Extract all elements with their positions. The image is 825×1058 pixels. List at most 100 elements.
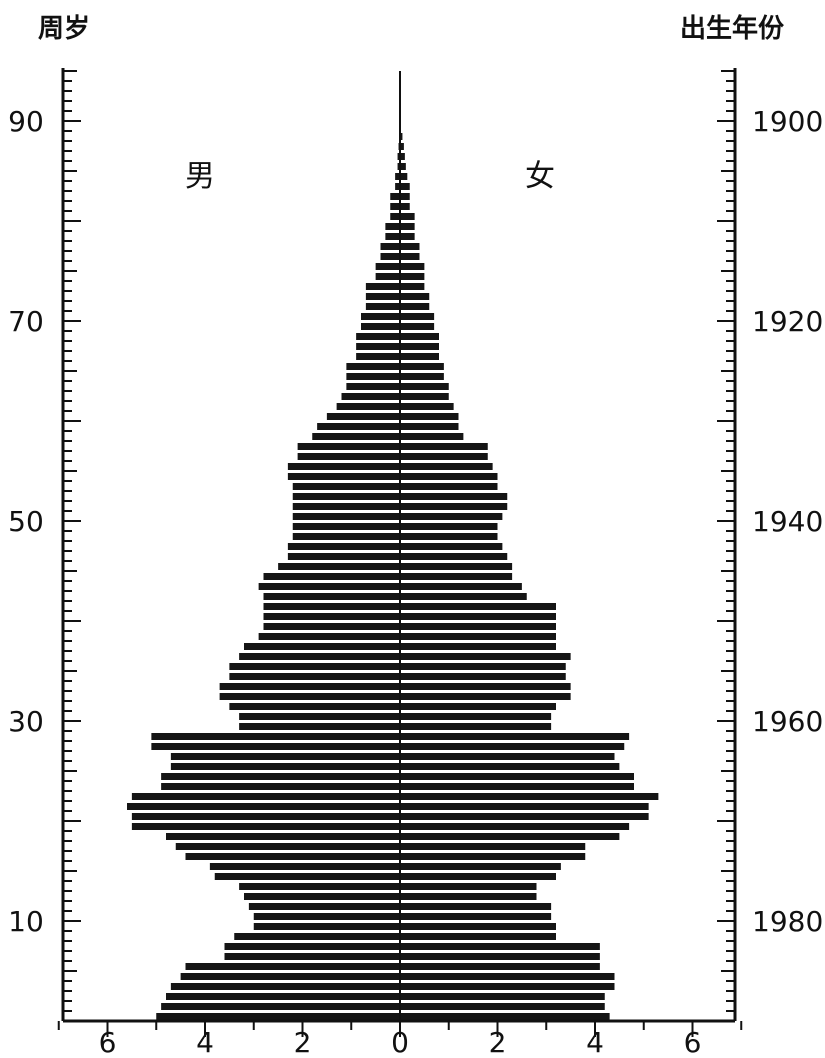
bar-male bbox=[161, 783, 400, 790]
bar-male bbox=[385, 233, 400, 240]
bar-male bbox=[395, 173, 400, 180]
bar-female bbox=[400, 223, 415, 230]
bar-female bbox=[400, 853, 586, 860]
bar-male bbox=[292, 483, 400, 490]
bar-male bbox=[239, 653, 400, 660]
bar-male bbox=[127, 803, 400, 810]
bar-male bbox=[244, 643, 400, 650]
male-label: 男 bbox=[185, 159, 215, 194]
bar-female bbox=[400, 863, 561, 870]
bar-male bbox=[263, 573, 400, 580]
bar-male bbox=[361, 323, 400, 330]
bar-female bbox=[400, 703, 556, 710]
bar-male bbox=[326, 413, 400, 420]
bar-male bbox=[287, 553, 400, 560]
bar-male bbox=[263, 613, 400, 620]
bar-female bbox=[400, 433, 464, 440]
bar-female bbox=[400, 613, 556, 620]
birth-year-tick-label: 1920 bbox=[752, 305, 823, 338]
bar-male bbox=[292, 523, 400, 530]
bar-male bbox=[375, 263, 400, 270]
birth-year-tick-label: 1940 bbox=[752, 505, 823, 538]
bar-female bbox=[400, 283, 425, 290]
labels-group: 6 4 2 0 2 4 6 10 30 50 70 90 1980 1960 1940 1920 1900 男 女 bbox=[8, 105, 823, 1058]
bar-male bbox=[229, 703, 400, 710]
bar-male bbox=[390, 193, 400, 200]
bar-female bbox=[400, 593, 527, 600]
bar-male bbox=[263, 593, 400, 600]
bar-male bbox=[185, 853, 400, 860]
bar-male bbox=[390, 213, 400, 220]
bar-female bbox=[400, 623, 556, 630]
bar-female bbox=[400, 633, 556, 640]
bar-female bbox=[400, 883, 537, 890]
bar-male bbox=[346, 373, 400, 380]
bar-female bbox=[400, 483, 498, 490]
bar-male bbox=[397, 163, 400, 170]
bars-group bbox=[127, 133, 659, 1020]
bar-female bbox=[400, 323, 435, 330]
bar-female bbox=[400, 963, 600, 970]
bar-female bbox=[400, 313, 435, 320]
bar-male bbox=[166, 993, 400, 1000]
bar-female bbox=[400, 213, 415, 220]
bar-female bbox=[400, 823, 630, 830]
bar-female bbox=[400, 453, 488, 460]
bar-female bbox=[400, 933, 556, 940]
bar-female bbox=[400, 753, 615, 760]
bar-female bbox=[400, 533, 498, 540]
bar-male bbox=[292, 533, 400, 540]
bar-male bbox=[209, 863, 400, 870]
bar-female bbox=[400, 463, 493, 470]
bar-male bbox=[346, 383, 400, 390]
bar-male bbox=[365, 303, 400, 310]
bar-female bbox=[400, 363, 444, 370]
bar-male bbox=[287, 543, 400, 550]
bar-male bbox=[151, 733, 400, 740]
age-tick-label: 90 bbox=[8, 105, 44, 138]
bar-male bbox=[292, 493, 400, 500]
bar-female bbox=[400, 743, 625, 750]
bar-female bbox=[400, 943, 600, 950]
bar-male bbox=[287, 463, 400, 470]
bar-female bbox=[400, 183, 410, 190]
female-label: 女 bbox=[525, 159, 555, 194]
bar-female bbox=[400, 643, 556, 650]
bar-male bbox=[175, 843, 400, 850]
bar-male bbox=[166, 833, 400, 840]
bar-male bbox=[239, 883, 400, 890]
bar-female bbox=[400, 163, 406, 170]
x-tick-label: 2 bbox=[489, 1026, 507, 1058]
axes-group bbox=[57, 68, 743, 1037]
right-axis-title: 出生年份 bbox=[680, 14, 785, 44]
bar-male bbox=[224, 943, 400, 950]
bar-male bbox=[239, 723, 400, 730]
bar-female bbox=[400, 423, 459, 430]
bar-female bbox=[400, 833, 620, 840]
bar-female bbox=[400, 503, 508, 510]
bar-male bbox=[219, 693, 400, 700]
age-tick-label: 30 bbox=[8, 705, 44, 738]
bar-male bbox=[356, 333, 400, 340]
bar-female bbox=[400, 133, 403, 140]
bar-female bbox=[400, 513, 503, 520]
bar-male bbox=[151, 743, 400, 750]
bar-male bbox=[385, 223, 400, 230]
bar-male bbox=[229, 663, 400, 670]
bar-male bbox=[346, 363, 400, 370]
age-tick-label: 10 bbox=[8, 905, 44, 938]
x-tick-label: 0 bbox=[391, 1026, 409, 1058]
bar-male bbox=[263, 603, 400, 610]
bar-female bbox=[400, 783, 634, 790]
bar-female bbox=[400, 793, 659, 800]
bar-male bbox=[258, 633, 400, 640]
bar-male bbox=[395, 183, 400, 190]
bar-female bbox=[400, 673, 566, 680]
bar-female bbox=[400, 173, 408, 180]
bar-female bbox=[400, 193, 410, 200]
bar-male bbox=[239, 713, 400, 720]
bar-female bbox=[400, 903, 552, 910]
bar-male bbox=[170, 763, 400, 770]
bar-male bbox=[258, 583, 400, 590]
